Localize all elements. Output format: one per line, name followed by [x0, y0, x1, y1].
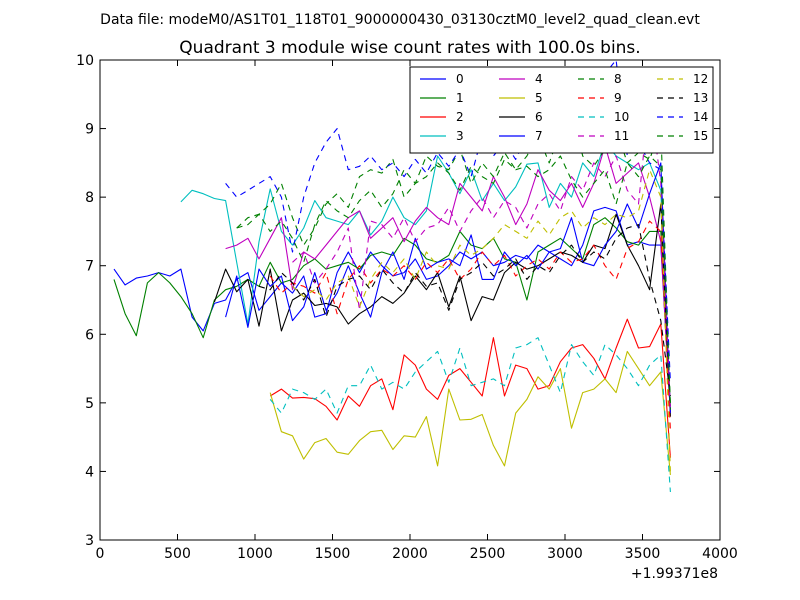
legend-label-13: 13 — [693, 91, 708, 105]
x-tick-label: 1000 — [237, 546, 273, 562]
x-tick-label: 3000 — [547, 546, 583, 562]
legend-label-10: 10 — [614, 110, 629, 124]
series-line-8 — [236, 110, 671, 410]
legend-label-12: 12 — [693, 72, 708, 86]
legend-label-15: 15 — [693, 129, 708, 143]
x-tick-label: 1500 — [315, 546, 351, 562]
legend-label-2: 2 — [456, 110, 464, 124]
series-line-1 — [113, 217, 671, 407]
series-layer — [113, 60, 671, 493]
y-tick-label: 3 — [85, 533, 94, 549]
series-line-7 — [225, 162, 671, 414]
y-tick-label: 5 — [85, 396, 94, 412]
y-tick-label: 9 — [85, 122, 94, 138]
legend-label-8: 8 — [614, 72, 622, 86]
series-line-15 — [236, 155, 671, 403]
legend-label-9: 9 — [614, 91, 622, 105]
x-tick-label: 4000 — [702, 546, 738, 562]
y-tick-label: 8 — [85, 190, 94, 206]
legend-label-7: 7 — [535, 129, 543, 143]
suptitle: Data file: modeM0/AS1T01_118T01_90000004… — [100, 12, 700, 28]
legend-label-4: 4 — [535, 72, 543, 86]
x-tick-label: 2500 — [470, 546, 506, 562]
legend-label-6: 6 — [535, 110, 543, 124]
chart-title: Quadrant 3 module wise count rates with … — [179, 38, 640, 58]
series-line-11 — [292, 93, 671, 410]
x-tick-label: 500 — [164, 546, 191, 562]
legend-label-14: 14 — [693, 110, 708, 124]
x-offset-label: +1.99371e8 — [631, 566, 718, 582]
y-tick-label: 10 — [76, 53, 94, 69]
series-line-10 — [269, 337, 671, 493]
series-line-5 — [269, 350, 671, 475]
series-line-6 — [213, 203, 671, 417]
x-tick-label: 2000 — [392, 546, 428, 562]
series-line-13 — [258, 224, 671, 397]
legend-label-3: 3 — [456, 129, 464, 143]
legend-label-1: 1 — [456, 91, 464, 105]
y-tick-label: 4 — [85, 464, 94, 480]
legend-label-11: 11 — [614, 129, 629, 143]
x-tick-label: 3500 — [625, 546, 661, 562]
series-line-9 — [269, 220, 671, 431]
y-tick-label: 6 — [85, 327, 94, 343]
y-tick-label: 7 — [85, 259, 94, 275]
x-tick-label: 0 — [96, 546, 105, 562]
legend-label-5: 5 — [535, 91, 543, 105]
legend-label-0: 0 — [456, 72, 464, 86]
x-axis: 0 500 1000 1500 2000 2500 3000 3500 4000 — [96, 60, 738, 562]
series-line-4 — [225, 145, 671, 414]
legend-box — [409, 66, 714, 154]
series-line-14 — [225, 60, 671, 383]
